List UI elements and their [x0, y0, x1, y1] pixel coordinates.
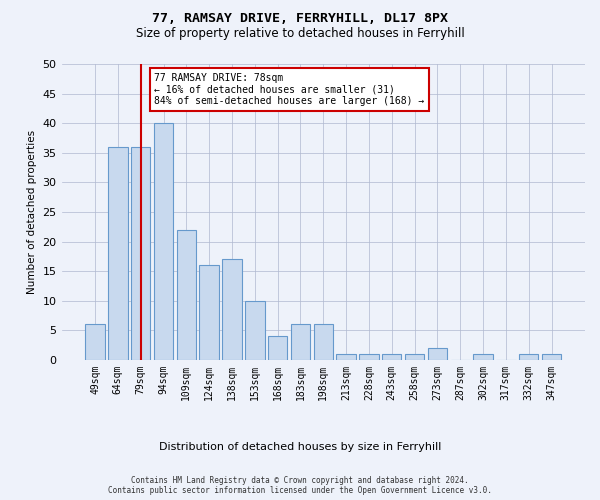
- Bar: [199, 265, 219, 360]
- Bar: [176, 230, 196, 360]
- Text: 77 RAMSAY DRIVE: 78sqm
← 16% of detached houses are smaller (31)
84% of semi-det: 77 RAMSAY DRIVE: 78sqm ← 16% of detached…: [154, 73, 425, 106]
- Bar: [85, 324, 105, 360]
- Bar: [542, 354, 561, 360]
- Bar: [428, 348, 447, 360]
- Bar: [268, 336, 287, 360]
- Bar: [314, 324, 333, 360]
- Bar: [382, 354, 401, 360]
- Text: 77, RAMSAY DRIVE, FERRYHILL, DL17 8PX: 77, RAMSAY DRIVE, FERRYHILL, DL17 8PX: [152, 12, 448, 26]
- Bar: [131, 147, 151, 360]
- Bar: [291, 324, 310, 360]
- Bar: [222, 260, 242, 360]
- Bar: [337, 354, 356, 360]
- Y-axis label: Number of detached properties: Number of detached properties: [27, 130, 37, 294]
- Bar: [359, 354, 379, 360]
- Bar: [519, 354, 538, 360]
- Text: Distribution of detached houses by size in Ferryhill: Distribution of detached houses by size …: [159, 442, 441, 452]
- Text: Size of property relative to detached houses in Ferryhill: Size of property relative to detached ho…: [136, 28, 464, 40]
- Text: Contains HM Land Registry data © Crown copyright and database right 2024.
Contai: Contains HM Land Registry data © Crown c…: [108, 476, 492, 495]
- Bar: [245, 300, 265, 360]
- Bar: [154, 123, 173, 360]
- Bar: [405, 354, 424, 360]
- Bar: [473, 354, 493, 360]
- Bar: [108, 147, 128, 360]
